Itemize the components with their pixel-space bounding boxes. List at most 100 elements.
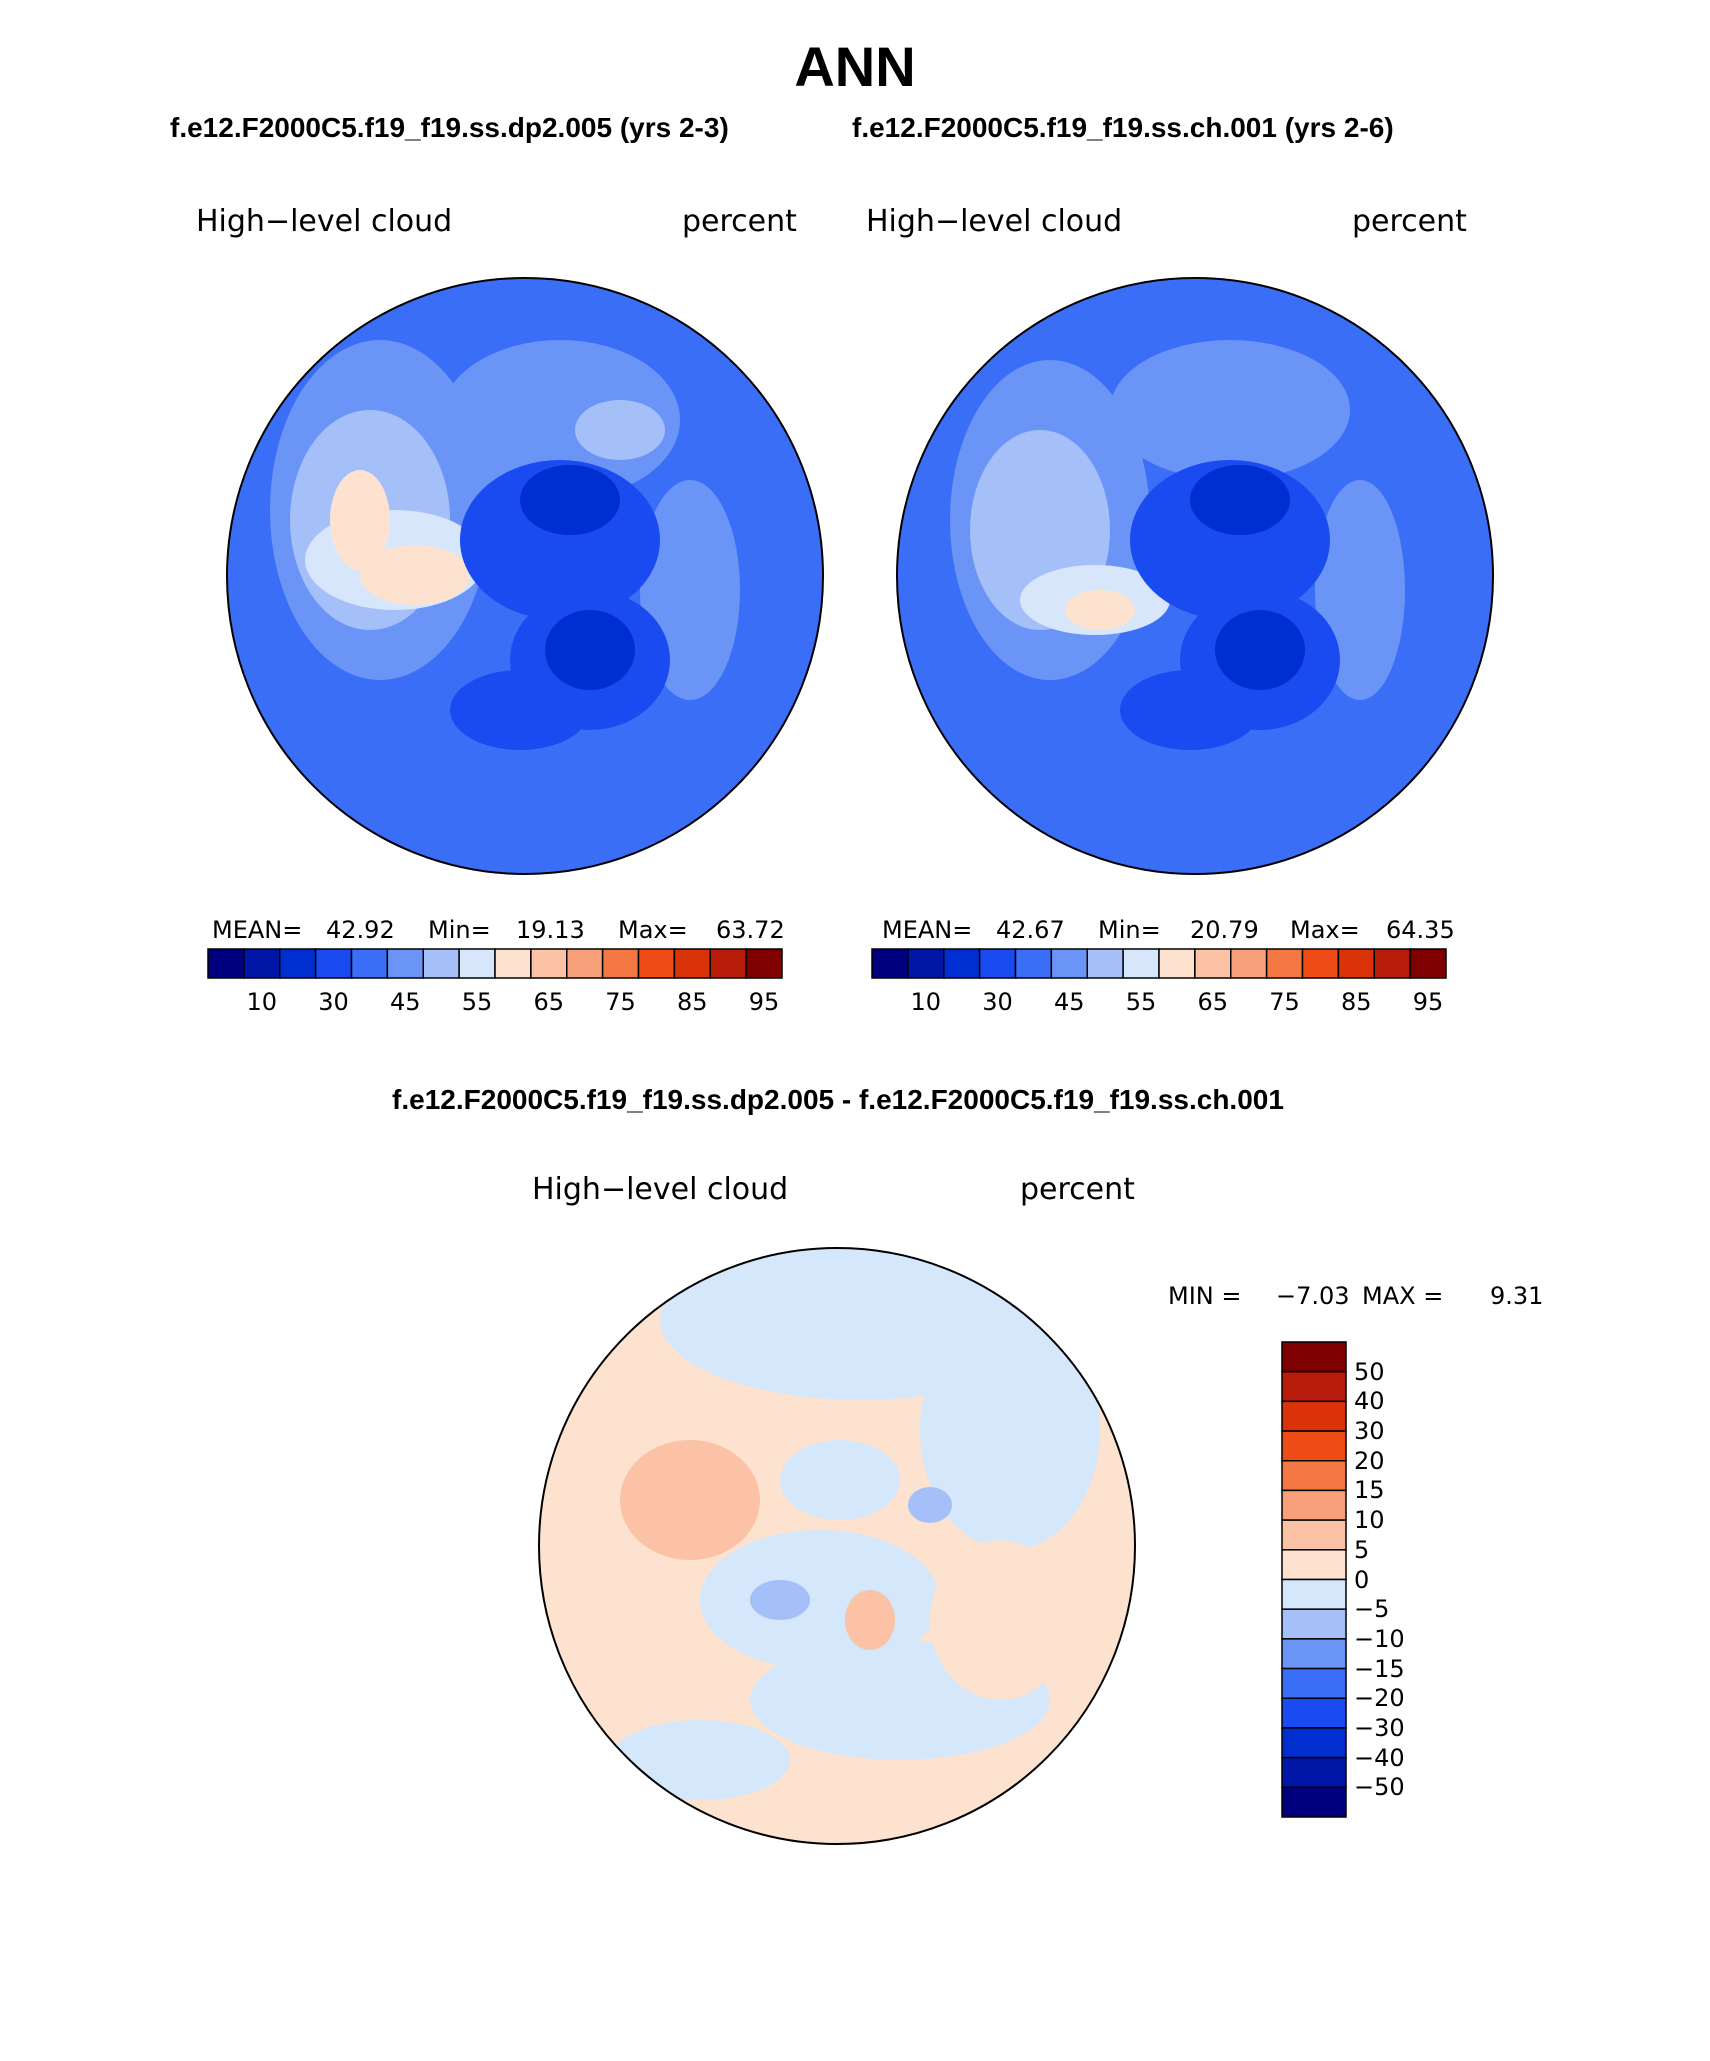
- colorbar-tick-label: 10: [910, 988, 942, 1016]
- colorbar-swatch: [386, 948, 424, 979]
- right-map: [897, 278, 1493, 874]
- difference-title: f.e12.F2000C5.f19_f19.ss.dp2.005 - f.e12…: [392, 1084, 1284, 1115]
- colorbar-tick-label: 65: [533, 988, 565, 1016]
- colorbar-tick-label: 55: [461, 988, 493, 1016]
- colorbar-swatch: [530, 948, 568, 979]
- colorbar-swatch: [907, 948, 945, 979]
- colorbar-tick-label: −20: [1354, 1684, 1405, 1713]
- colorbar-swatch: [1281, 1756, 1347, 1789]
- colorbar-swatch: [422, 948, 460, 979]
- colorbar-swatch: [1281, 1578, 1347, 1610]
- colorbar-tick-label: −40: [1354, 1743, 1405, 1772]
- difference-min-label: MIN =: [1168, 1282, 1242, 1310]
- colorbar-swatch: [1281, 1786, 1347, 1818]
- difference-max-value: 9.31: [1490, 1282, 1544, 1310]
- colorbar-tick-label: 30: [318, 988, 349, 1016]
- colorbar-swatch: [1281, 1519, 1347, 1551]
- colorbar-tick-label: 65: [1197, 988, 1229, 1016]
- colorbar-tick-label: 15: [1354, 1476, 1385, 1505]
- colorbar-tick-label: 50: [1354, 1357, 1385, 1386]
- subtitle-left: f.e12.F2000C5.f19_f19.ss.dp2.005 (yrs 2-…: [170, 112, 729, 143]
- colorbar-swatch: [601, 948, 640, 979]
- colorbar-swatch: [494, 948, 532, 979]
- right-max-label: Max=: [1290, 916, 1360, 944]
- colorbar-swatch: [1281, 1341, 1347, 1373]
- colorbar-swatch: [1194, 948, 1232, 979]
- colorbar-tick-label: −50: [1354, 1773, 1405, 1802]
- colorbar-swatch: [1337, 948, 1375, 979]
- colorbar-tick-label: 0: [1354, 1565, 1370, 1594]
- colorbar-swatch: [1281, 1430, 1347, 1462]
- right-min-label: Min=: [1098, 916, 1161, 944]
- colorbar-swatch: [943, 948, 981, 979]
- colorbar-swatch: [1158, 948, 1196, 979]
- colorbar-tick-label: −15: [1354, 1654, 1405, 1683]
- colorbar-tick-label: 10: [246, 988, 278, 1016]
- difference-max-label: MAX =: [1362, 1282, 1444, 1310]
- right-min-value: 20.79: [1190, 916, 1259, 944]
- colorbar-tick-label: −30: [1354, 1713, 1405, 1742]
- difference-colorbar: [1281, 1341, 1347, 1818]
- colorbar-swatch: [1281, 1400, 1347, 1432]
- colorbar-tick-label: 55: [1125, 988, 1157, 1016]
- colorbar-tick-label: 20: [1354, 1446, 1385, 1475]
- colorbar-swatch: [1281, 1727, 1347, 1759]
- colorbar-swatch: [458, 948, 496, 979]
- colorbar-tick-label: 10: [1354, 1506, 1385, 1535]
- left-max-value: 63.72: [716, 916, 785, 944]
- colorbar-swatch: [314, 948, 353, 979]
- right-colorbar: [871, 948, 1447, 979]
- colorbar-swatch: [1281, 1667, 1347, 1699]
- colorbar-swatch: [1281, 1608, 1347, 1640]
- colorbar-tick-label: 75: [1269, 988, 1300, 1016]
- colorbar-swatch: [709, 948, 747, 979]
- left-max-label: Max=: [618, 916, 688, 944]
- right-panel-title: High−level cloud: [866, 204, 1123, 239]
- left-mean-label: MEAN=: [212, 916, 303, 944]
- colorbar-tick-label: 5: [1354, 1535, 1370, 1564]
- colorbar-tick-label: 85: [1341, 988, 1372, 1016]
- colorbar-swatch: [1230, 948, 1268, 979]
- left-min-value: 19.13: [516, 916, 585, 944]
- colorbar-swatch: [1086, 948, 1124, 979]
- colorbar-swatch: [1014, 948, 1053, 979]
- colorbar-tick-label: 40: [1354, 1387, 1385, 1416]
- colorbar-swatch: [637, 948, 676, 979]
- colorbar-swatch: [1373, 948, 1411, 979]
- left-panel-units: percent: [682, 204, 797, 239]
- right-mean-value: 42.67: [996, 916, 1065, 944]
- colorbar-swatch: [673, 948, 711, 979]
- colorbar-swatch: [1281, 1697, 1347, 1729]
- colorbar-tick-label: 75: [605, 988, 636, 1016]
- difference-min-value: −7.03: [1276, 1282, 1350, 1310]
- left-min-label: Min=: [428, 916, 491, 944]
- colorbar-tick-label: −10: [1354, 1624, 1405, 1653]
- colorbar-swatch: [207, 948, 245, 979]
- colorbar-tick-label: 95: [748, 988, 780, 1016]
- right-mean-label: MEAN=: [882, 916, 973, 944]
- right-max-value: 64.35: [1386, 916, 1455, 944]
- colorbar-swatch: [243, 948, 281, 979]
- right-map-border: [896, 277, 1494, 875]
- colorbar-swatch: [1281, 1460, 1347, 1492]
- left-map: [227, 278, 823, 874]
- colorbar-swatch: [1281, 1549, 1347, 1581]
- colorbar-tick-label: 30: [1354, 1417, 1385, 1446]
- colorbar-swatch: [978, 948, 1017, 979]
- colorbar-swatch: [1265, 948, 1304, 979]
- colorbar-swatch: [566, 948, 604, 979]
- colorbar-swatch: [1050, 948, 1088, 979]
- right-panel-units: percent: [1352, 204, 1467, 239]
- colorbar-tick-label: 95: [1412, 988, 1444, 1016]
- colorbar-tick-label: 45: [390, 988, 421, 1016]
- colorbar-swatch: [1122, 948, 1160, 979]
- colorbar-tick-label: −5: [1354, 1595, 1390, 1624]
- colorbar-swatch: [1301, 948, 1340, 979]
- colorbar-swatch: [1409, 948, 1447, 979]
- difference-panel-units: percent: [1020, 1172, 1135, 1207]
- left-map-border: [226, 277, 824, 875]
- left-colorbar: [207, 948, 783, 979]
- colorbar-swatch: [279, 948, 317, 979]
- colorbar-tick-label: 45: [1054, 988, 1085, 1016]
